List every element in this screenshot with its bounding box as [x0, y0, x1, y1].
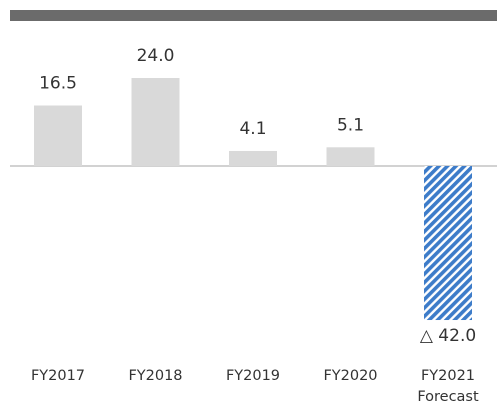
bar	[326, 147, 375, 166]
bar	[424, 166, 472, 321]
category-line: FY2020	[323, 368, 377, 384]
category-label: FY2021 Forecast	[417, 368, 479, 405]
category-label: FY2018	[128, 368, 182, 384]
category-label: FY2019	[226, 368, 280, 384]
bar	[229, 150, 277, 166]
bar	[131, 77, 180, 166]
category-label: FY2020	[323, 368, 377, 384]
header-bar	[10, 10, 497, 21]
value-label: 16.5	[39, 73, 77, 93]
value-label: 24.0	[137, 46, 175, 66]
bar	[34, 105, 82, 166]
category-line: FY2017	[31, 368, 85, 384]
category-line: FY2018	[128, 368, 182, 384]
category-line: FY2019	[226, 368, 280, 384]
category-label: FY2017	[31, 368, 85, 384]
category-line: Forecast	[417, 389, 479, 405]
value-label: 5.1	[337, 115, 364, 135]
value-label: △ 42.0	[420, 326, 476, 346]
value-label: 4.1	[239, 119, 266, 139]
category-line: FY2021	[421, 368, 475, 384]
